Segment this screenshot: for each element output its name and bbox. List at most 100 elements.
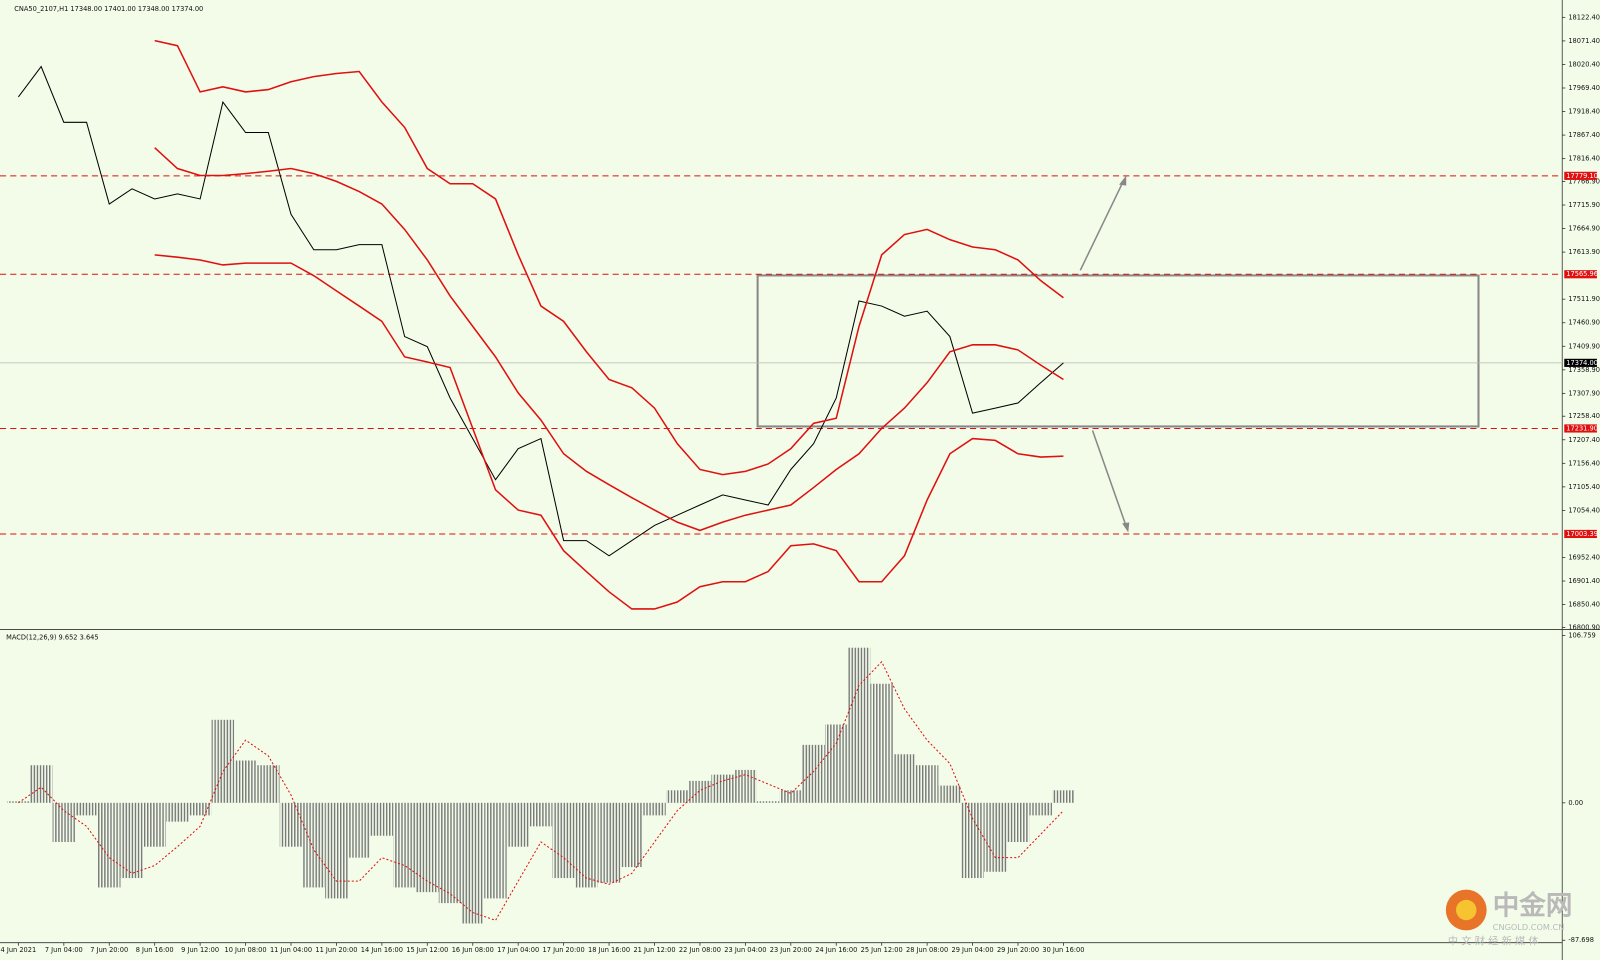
x-tick-label: 7 Jun 04:00 xyxy=(45,946,83,954)
watermark-name: 中金网 xyxy=(1493,890,1573,921)
y-tick-label: 17054.40 xyxy=(1568,506,1600,514)
x-tick-label: 8 Jun 16:00 xyxy=(136,946,174,954)
macd-bar xyxy=(961,802,984,879)
x-tick-label: 28 Jun 08:00 xyxy=(906,946,948,954)
x-tick-label: 15 Jun 12:00 xyxy=(406,946,448,954)
macd-bar xyxy=(552,802,575,879)
bollinger-band xyxy=(154,147,1064,532)
y-tick-label: 17613.90 xyxy=(1568,248,1600,256)
macd-bar xyxy=(143,802,166,847)
arrow-up xyxy=(1079,181,1124,271)
macd-bar xyxy=(1029,802,1052,816)
x-tick-label: 25 Jun 12:00 xyxy=(861,946,903,954)
x-tick-label: 29 Jun 04:00 xyxy=(952,946,994,954)
level-tag xyxy=(1564,171,1597,180)
x-tick-label: 7 Jun 20:00 xyxy=(90,946,128,954)
macd-bar xyxy=(370,802,394,836)
macd-bar xyxy=(597,802,621,883)
macd-bar xyxy=(506,802,530,847)
x-tick-label: 11 Jun 04:00 xyxy=(270,946,312,954)
macd-bar xyxy=(325,802,348,899)
y-tick-label: 17156.40 xyxy=(1568,459,1600,467)
y-tick-label: 16901.40 xyxy=(1568,577,1600,585)
x-tick-label: 9 Jun 12:00 xyxy=(181,946,219,954)
range-box xyxy=(756,274,1480,428)
macd-bar xyxy=(211,719,235,803)
chart-header: CNA50_2107,H1 17348.00 17401.00 17348.00… xyxy=(14,5,203,13)
macd-bar xyxy=(7,801,30,803)
y-tick-label: 17969.40 xyxy=(1568,84,1600,92)
macd-bar xyxy=(1052,790,1075,803)
macd-bar xyxy=(665,790,689,803)
macd-bar xyxy=(75,802,98,816)
x-tick-label: 14 Jun 16:00 xyxy=(361,946,403,954)
macd-bar xyxy=(461,802,484,924)
macd-bar xyxy=(529,802,553,827)
macd-bar xyxy=(347,802,371,858)
bollinger-band xyxy=(154,254,1064,610)
y-tick-label: 16850.40 xyxy=(1568,601,1600,609)
level-label: 17565.96 xyxy=(1566,270,1598,278)
macd-bar xyxy=(188,802,212,816)
x-tick-label: 22 Jun 08:00 xyxy=(679,946,721,954)
y-tick-label: 17715.90 xyxy=(1568,201,1600,209)
macd-bar xyxy=(847,647,871,803)
x-tick-label: 4 Jun 2021 xyxy=(1,946,37,954)
price-line xyxy=(17,65,1064,557)
macd-bar xyxy=(302,802,325,888)
y-tick-label: 17207.40 xyxy=(1568,436,1600,444)
macd-bar xyxy=(166,802,189,822)
macd-bar xyxy=(98,802,121,888)
y-tick-label: 17867.40 xyxy=(1568,131,1600,139)
macd-bar xyxy=(484,802,507,899)
arrow-down xyxy=(1091,430,1127,527)
macd-bar xyxy=(643,802,666,816)
macd-label: MACD(12,26,9) 9.652 3.645 xyxy=(6,634,99,642)
y-tick-label: 17664.90 xyxy=(1568,225,1600,233)
macd-bar xyxy=(438,802,462,904)
macd-bar xyxy=(825,724,848,803)
level-label: 17779.10 xyxy=(1566,172,1598,180)
y-tick-label: 17511.90 xyxy=(1568,295,1600,303)
macd-bar xyxy=(279,802,303,847)
y-tick-label: -87.698 xyxy=(1568,936,1594,944)
macd-bar xyxy=(779,790,803,803)
last-price-tag xyxy=(1564,358,1597,367)
level-tag xyxy=(1564,270,1597,279)
y-tick-label: 17816.40 xyxy=(1568,155,1600,163)
level-label: 17231.90 xyxy=(1566,424,1598,432)
y-tick-label: 17258.40 xyxy=(1568,412,1600,420)
macd-bar xyxy=(1006,802,1030,843)
macd-bar xyxy=(711,774,734,803)
x-tick-label: 16 Jun 08:00 xyxy=(452,946,494,954)
macd-bar xyxy=(234,760,257,803)
macd-bar xyxy=(938,785,962,803)
macd-bar xyxy=(416,802,439,893)
arrow-down-head xyxy=(1122,522,1130,533)
y-tick-label: 17460.90 xyxy=(1568,319,1600,327)
x-tick-label: 17 Jun 20:00 xyxy=(543,946,585,954)
macd-bar xyxy=(575,802,598,888)
macd-bar xyxy=(620,802,644,868)
y-tick-label: 17307.90 xyxy=(1568,389,1600,397)
logo-inner xyxy=(1456,899,1477,921)
x-tick-label: 10 Jun 08:00 xyxy=(225,946,267,954)
macd-bar xyxy=(29,765,53,803)
x-tick-label: 29 Jun 20:00 xyxy=(997,946,1039,954)
x-tick-label: 17 Jun 04:00 xyxy=(497,946,539,954)
y-tick-label: 17918.40 xyxy=(1568,108,1600,116)
x-tick-label: 21 Jun 12:00 xyxy=(633,946,675,954)
x-tick-label: 23 Jun 20:00 xyxy=(770,946,812,954)
y-tick-label: 17105.40 xyxy=(1568,483,1600,491)
y-tick-label: 18071.40 xyxy=(1568,37,1600,45)
y-tick-label: 18122.40 xyxy=(1568,13,1600,21)
macd-bar xyxy=(120,802,144,879)
y-tick-label: 17358.90 xyxy=(1568,366,1600,374)
macd-bar xyxy=(915,765,939,803)
macd-bar xyxy=(756,801,780,803)
y-tick-label: 106.759 xyxy=(1568,632,1595,640)
x-tick-label: 11 Jun 20:00 xyxy=(315,946,357,954)
macd-bar xyxy=(52,802,76,843)
signal-line xyxy=(18,660,1064,921)
